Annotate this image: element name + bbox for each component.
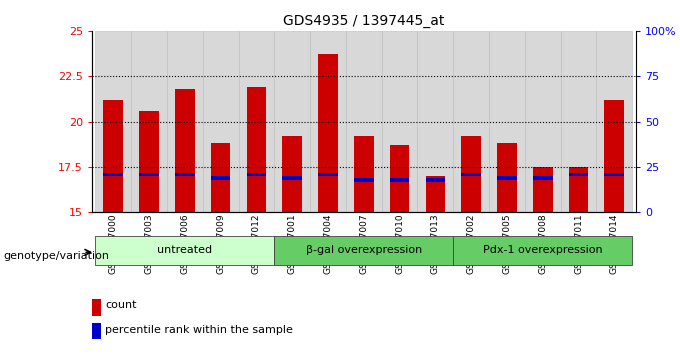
Bar	[497, 143, 517, 212]
Text: percentile rank within the sample: percentile rank within the sample	[105, 325, 293, 335]
Bar	[282, 176, 302, 180]
Bar	[418, 31, 454, 212]
Bar	[381, 31, 418, 212]
Bar	[390, 145, 409, 212]
Bar	[354, 178, 373, 182]
Bar	[274, 31, 310, 212]
Bar	[203, 31, 239, 212]
Bar	[605, 100, 624, 212]
Bar	[175, 89, 194, 212]
Bar	[211, 176, 231, 180]
Text: count: count	[105, 300, 137, 310]
Bar	[497, 176, 517, 180]
Bar	[454, 236, 632, 265]
Bar	[103, 173, 123, 176]
Bar	[211, 143, 231, 212]
Bar	[318, 173, 338, 176]
Text: Pdx-1 overexpression: Pdx-1 overexpression	[483, 245, 602, 256]
Bar	[346, 31, 381, 212]
Bar	[461, 136, 481, 212]
Bar	[454, 31, 489, 212]
Bar	[247, 87, 267, 212]
Bar	[568, 173, 588, 176]
Bar	[274, 236, 454, 265]
Bar	[131, 31, 167, 212]
Bar	[239, 31, 274, 212]
Bar	[605, 173, 624, 176]
Bar	[390, 178, 409, 182]
Bar	[167, 31, 203, 212]
Bar	[247, 173, 267, 176]
Bar	[426, 178, 445, 182]
Title: GDS4935 / 1397445_at: GDS4935 / 1397445_at	[283, 15, 445, 28]
Text: untreated: untreated	[157, 245, 212, 256]
Bar	[354, 136, 373, 212]
Bar	[310, 31, 346, 212]
Bar	[533, 167, 553, 212]
Text: genotype/variation: genotype/variation	[3, 251, 109, 261]
Bar	[568, 167, 588, 212]
Bar	[282, 136, 302, 212]
Bar	[560, 31, 596, 212]
Text: β-gal overexpression: β-gal overexpression	[306, 245, 422, 256]
Bar	[95, 236, 274, 265]
Bar	[139, 173, 159, 176]
Bar	[489, 31, 525, 212]
Bar	[596, 31, 632, 212]
Bar	[95, 31, 131, 212]
Bar	[533, 176, 553, 180]
Bar	[318, 54, 338, 212]
Bar	[139, 111, 159, 212]
Bar	[525, 31, 560, 212]
Bar	[175, 173, 194, 176]
Bar	[426, 176, 445, 212]
Bar	[461, 173, 481, 176]
Bar	[103, 100, 123, 212]
